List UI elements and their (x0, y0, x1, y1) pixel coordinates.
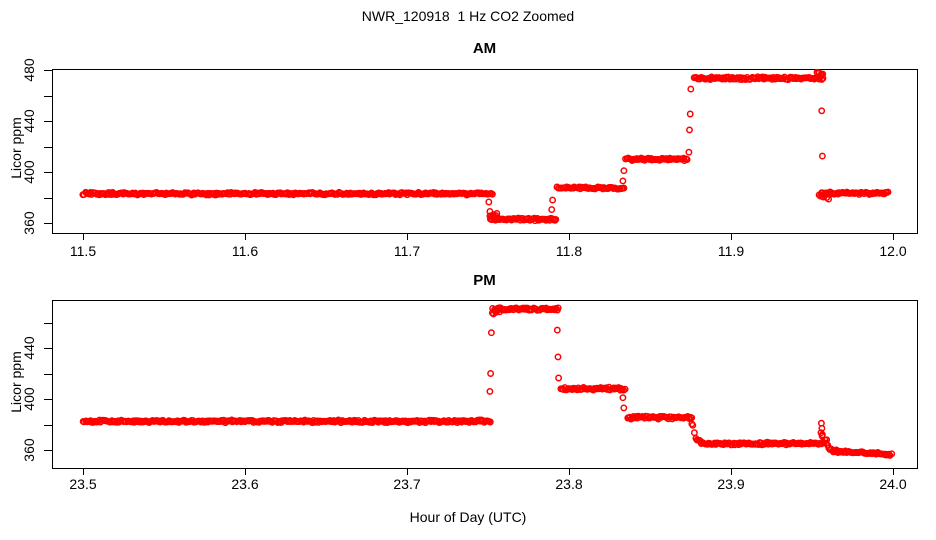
x-tick-label: 23.5 (69, 476, 96, 492)
am-panel: 11.5 11.6 11.7 11.8 11.9 12.0 360 400 440 480 (21, 58, 918, 259)
y-tick-label: 440 (21, 109, 37, 133)
x-tick-label: 11.5 (70, 243, 96, 259)
transition-data-point (555, 374, 563, 382)
y-tick-label: 360 (21, 211, 37, 235)
pm-data-points (79, 304, 896, 459)
transition-data-point (685, 148, 693, 156)
data-point (819, 70, 827, 78)
x-tick-label: 11.6 (232, 243, 258, 259)
data-point (621, 385, 629, 393)
transition-data-point (549, 196, 557, 204)
transition-data-point (686, 126, 693, 134)
pm-y-axis-label: Licor ppm (8, 351, 24, 413)
data-point (884, 188, 892, 196)
transition-data-point (487, 370, 495, 377)
plot-box (52, 300, 918, 469)
x-tick-label: 11.7 (394, 243, 420, 259)
data-point (683, 156, 691, 163)
x-tick-label: 11.9 (718, 243, 744, 259)
transition-data-point (688, 420, 696, 428)
transition-data-point (486, 208, 494, 215)
transition-data-point (818, 152, 826, 160)
x-tick-label: 24.0 (879, 476, 906, 492)
x-tick-label: 23.8 (555, 476, 582, 492)
chart-title: NWR_120918 1 Hz CO2 Zoomed (361, 8, 575, 24)
data-point (486, 418, 494, 426)
x-axis-label: Hour of Day (UTC) (409, 509, 527, 525)
x-tick-label: 23.9 (717, 476, 744, 492)
x-tick-label: 23.7 (393, 476, 420, 492)
data-point (888, 450, 896, 458)
x-tick-label: 12.0 (879, 243, 906, 259)
transition-data-point (687, 85, 695, 93)
am-y-axis-label: Licor ppm (8, 117, 24, 179)
am-panel-title: AM (472, 40, 497, 57)
transition-data-point (818, 107, 826, 115)
plot-box (52, 69, 918, 234)
data-point (552, 215, 560, 223)
y-tick-label: 360 (21, 438, 37, 462)
transition-data-point (485, 198, 493, 206)
y-tick-label: 480 (21, 58, 37, 82)
transition-data-point (620, 167, 628, 175)
transition-data-point (486, 387, 494, 395)
transition-data-point (619, 394, 627, 402)
transition-data-point (686, 110, 694, 118)
y-tick-label: 400 (21, 160, 37, 184)
am-data-points (79, 68, 892, 225)
x-tick-label: 23.6 (231, 476, 258, 492)
pm-panel: 23.5 23.6 23.7 23.8 23.9 24.0 360 400 440 (21, 300, 918, 492)
data-point (488, 190, 496, 198)
x-tick-label: 11.8 (556, 243, 582, 259)
data-point (885, 450, 893, 458)
data-point (620, 184, 628, 192)
transition-data-point (553, 326, 561, 334)
data-point (690, 429, 698, 437)
transition-data-point (554, 353, 562, 361)
transition-data-point (818, 431, 826, 439)
data-point (554, 304, 562, 312)
y-tick-label: 400 (21, 387, 37, 411)
transition-data-point (619, 177, 627, 185)
pm-panel-title: PM (473, 272, 496, 289)
transition-data-point (548, 206, 556, 214)
y-tick-label: 440 (21, 336, 37, 360)
transition-data-point (818, 424, 826, 432)
transition-data-point (487, 329, 495, 337)
transition-data-point (620, 404, 628, 412)
